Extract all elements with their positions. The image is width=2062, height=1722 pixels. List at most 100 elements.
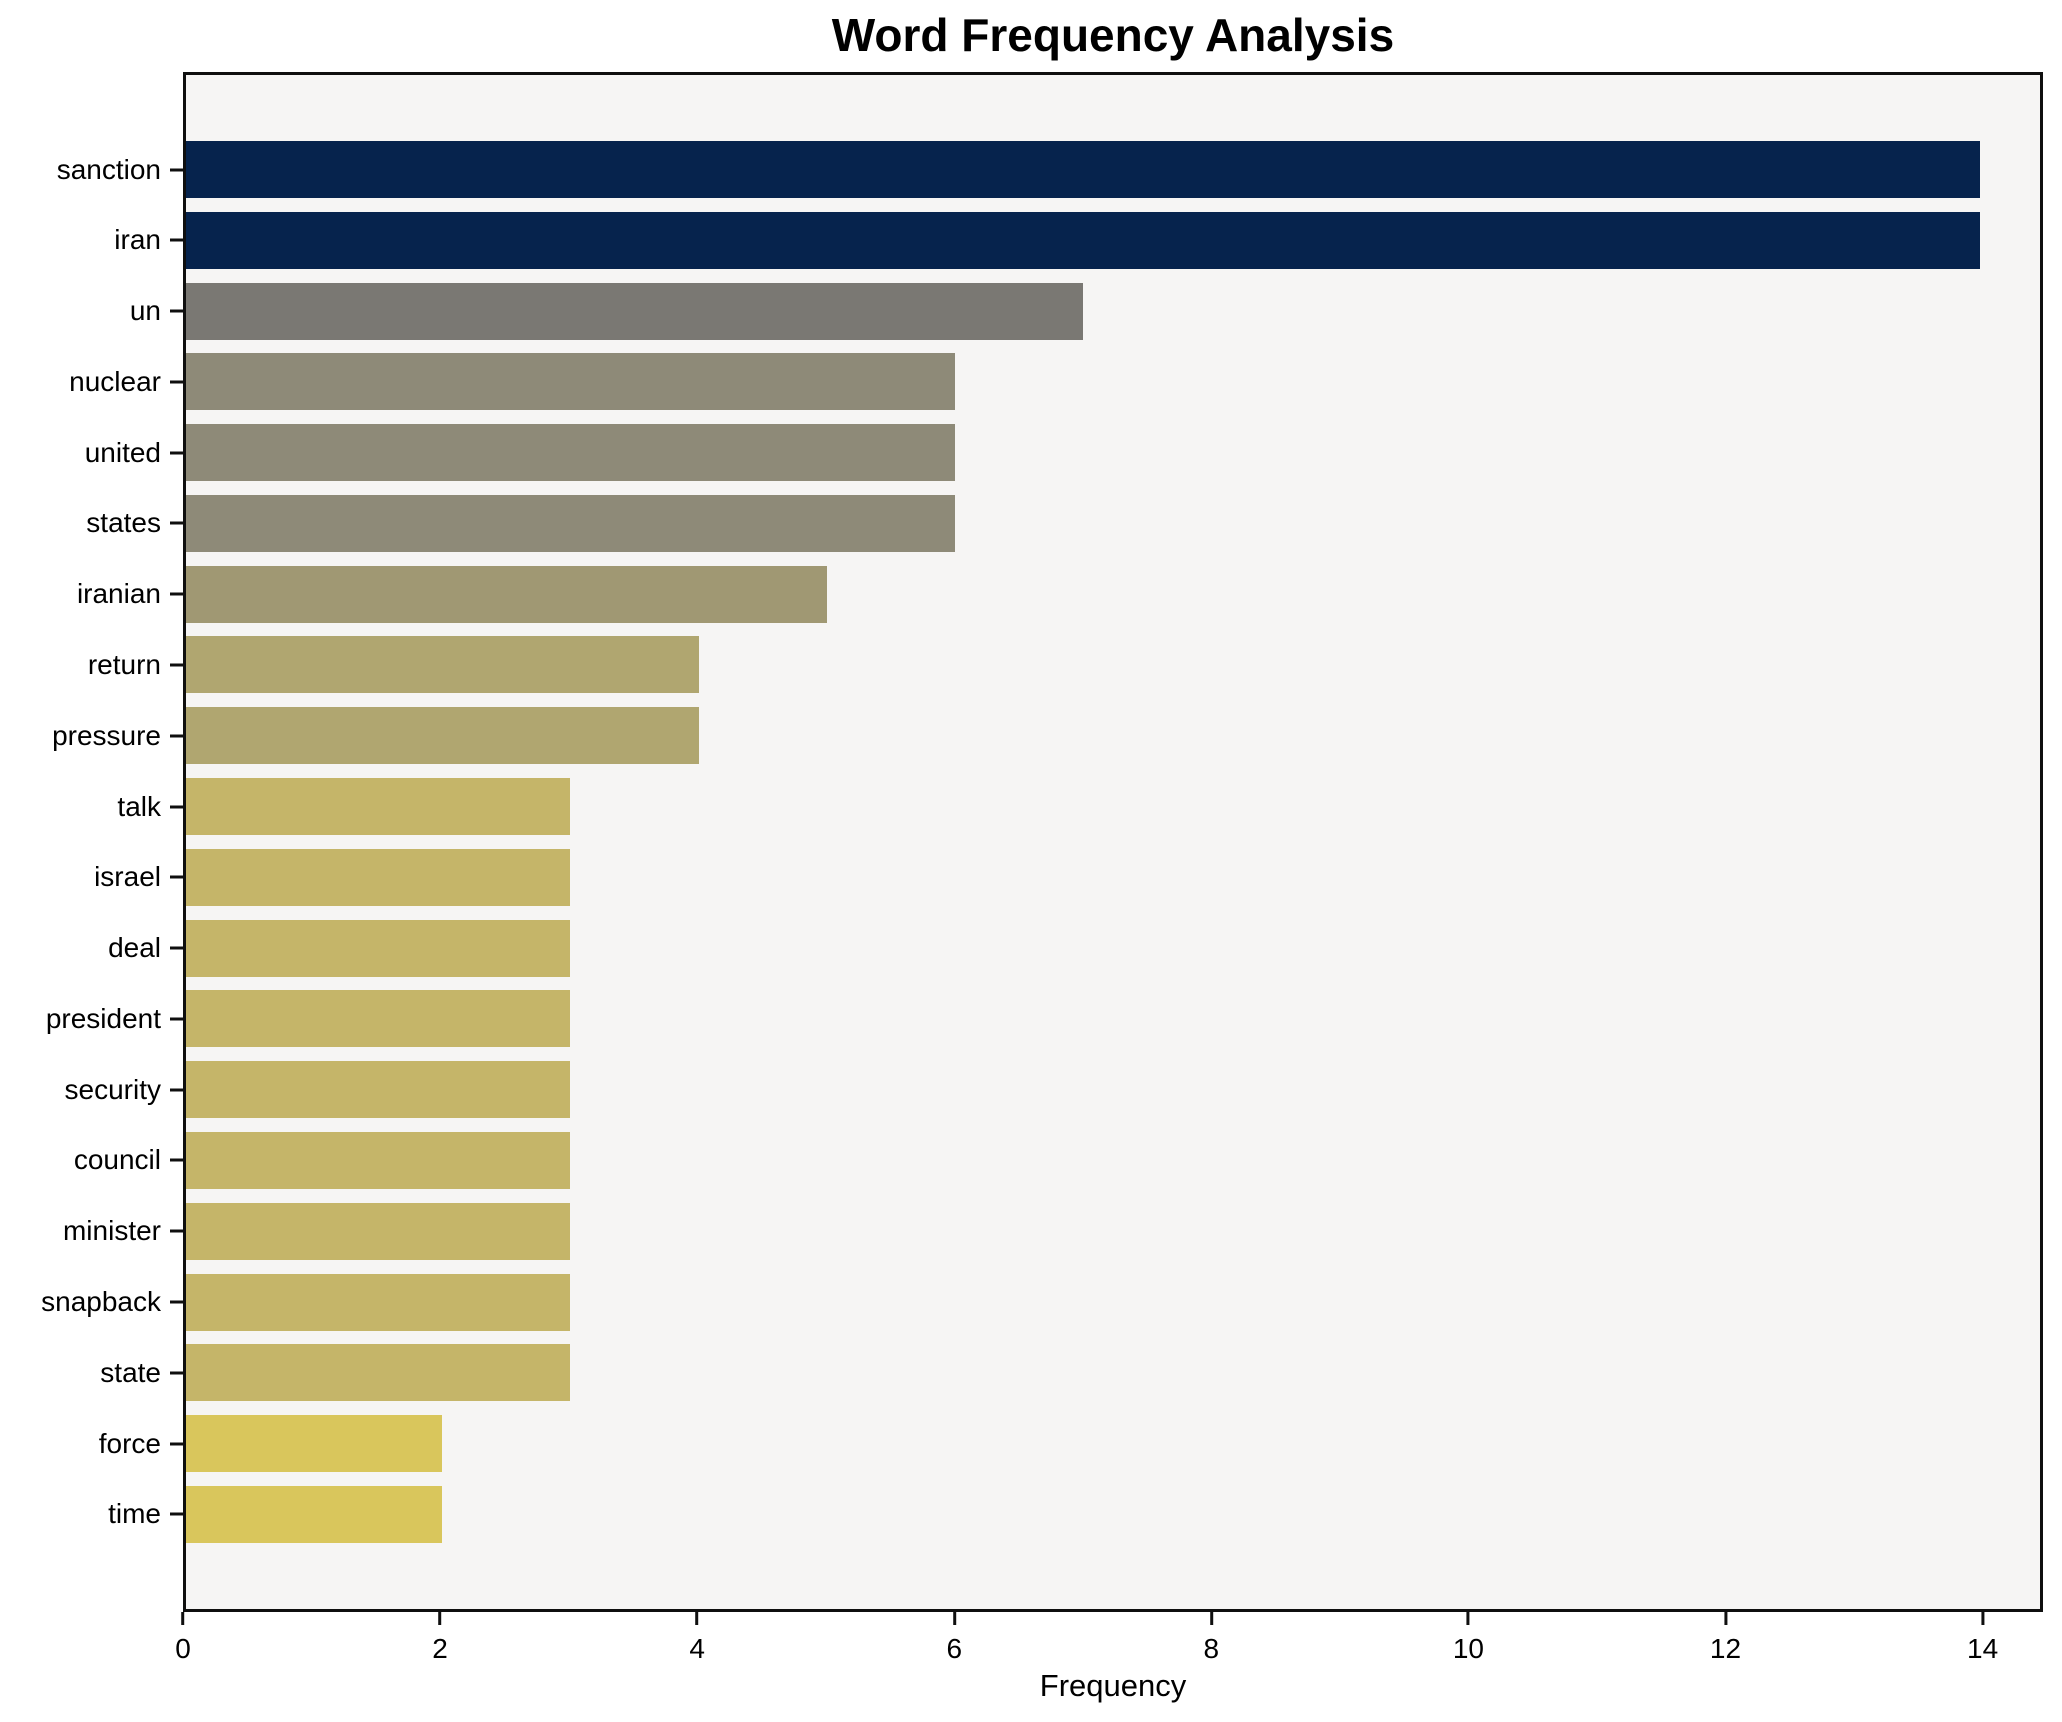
- y-tick-mark: [170, 380, 183, 384]
- frequency-bar: [186, 1061, 571, 1119]
- y-tick-mark: [170, 1088, 183, 1092]
- y-tick-mark: [170, 875, 183, 879]
- bar-row: united: [85, 424, 2040, 482]
- y-tick-mark: [170, 663, 183, 667]
- x-tick-mark: [1466, 1612, 1470, 1625]
- y-tick-mark: [170, 1017, 183, 1021]
- bar-row: snapback: [41, 1273, 2040, 1331]
- x-tick: 10: [1453, 1612, 1484, 1665]
- y-tick-label: return: [87, 648, 161, 680]
- bar-rows: sanction iran un nuclear united states iranian…: [41, 75, 2040, 1609]
- x-tick-label: 0: [175, 1633, 191, 1664]
- y-tick-label: time: [108, 1498, 161, 1530]
- x-tick: 14: [1967, 1612, 1998, 1665]
- frequency-bar: [186, 282, 1083, 340]
- bar-row: israel: [94, 848, 2040, 906]
- y-tick-mark: [170, 451, 183, 455]
- y-tick-mark: [170, 805, 183, 809]
- y-tick-mark: [170, 1442, 183, 1446]
- y-tick-label: security: [64, 1073, 161, 1105]
- frequency-bar: [186, 848, 571, 906]
- x-tick-mark: [952, 1612, 956, 1625]
- x-tick-label: 6: [946, 1633, 963, 1664]
- frequency-bar: [186, 990, 571, 1048]
- chart-title: Word Frequency Analysis: [831, 9, 1395, 61]
- frequency-bar: [186, 353, 955, 411]
- frequency-bar: [186, 1202, 571, 1260]
- bar-row: iran: [114, 211, 2040, 269]
- plot-area: sanction iran un nuclear united states iranian…: [41, 72, 2043, 1612]
- x-tick: 6: [946, 1612, 962, 1665]
- y-tick-label: deal: [108, 932, 161, 964]
- y-tick-label: president: [45, 1002, 161, 1034]
- bar-row: sanction: [57, 141, 2040, 198]
- bar-row: iranian: [77, 565, 2040, 623]
- bar-row: president: [46, 990, 2040, 1048]
- bar-row: minister: [63, 1202, 2040, 1260]
- frequency-bar: [186, 1485, 443, 1543]
- y-tick-mark: [170, 168, 183, 171]
- y-tick-label: states: [86, 507, 161, 539]
- bar-row: pressure: [52, 707, 2040, 765]
- x-tick: 12: [1710, 1612, 1741, 1665]
- frequency-bar: [186, 1415, 443, 1473]
- y-tick-label: force: [98, 1427, 161, 1459]
- x-tick-mark: [1209, 1612, 1213, 1625]
- y-tick-mark: [170, 592, 183, 596]
- x-tick-mark: [181, 1612, 185, 1625]
- frequency-bar: [186, 424, 955, 482]
- x-tick-label: 10: [1452, 1633, 1484, 1664]
- frequency-bar: [186, 919, 571, 977]
- bar-row: security: [65, 1061, 2040, 1119]
- y-tick-label: state: [100, 1356, 161, 1388]
- y-tick-mark: [170, 1300, 183, 1304]
- x-tick-label: 12: [1709, 1633, 1742, 1664]
- frequency-bar: [186, 707, 699, 765]
- bar-row: nuclear: [69, 353, 2040, 411]
- y-tick-mark: [170, 1512, 183, 1516]
- bar-row: state: [100, 1344, 2040, 1402]
- bar-row: un: [130, 282, 2040, 340]
- y-tick-label: nuclear: [69, 365, 161, 397]
- y-tick-label: council: [73, 1144, 161, 1176]
- frequency-bar: [186, 1131, 571, 1189]
- frequency-bar: [186, 141, 1980, 198]
- x-tick-label: 2: [432, 1633, 448, 1664]
- y-tick-mark: [170, 946, 183, 950]
- bar-row: time: [108, 1485, 2040, 1543]
- bar-row: talk: [117, 778, 2040, 836]
- y-tick-label: snapback: [41, 1286, 161, 1317]
- frequency-bar: [186, 1344, 571, 1402]
- bar-row: council: [74, 1131, 2040, 1189]
- x-tick-label: 14: [1967, 1633, 1999, 1664]
- y-tick-label: united: [84, 436, 161, 468]
- x-tick-label: 4: [689, 1633, 705, 1664]
- y-tick-label: sanction: [56, 153, 161, 185]
- y-tick-mark: [170, 1158, 183, 1162]
- bar-row: states: [86, 494, 2040, 552]
- y-tick-mark: [170, 734, 183, 738]
- y-tick-label: israel: [94, 861, 161, 893]
- x-tick-mark: [438, 1612, 442, 1625]
- x-axis: 0 2 4 6 8 10 12 14: [175, 1612, 2043, 1672]
- y-tick-mark: [170, 238, 183, 242]
- x-tick: 4: [689, 1612, 705, 1665]
- y-tick-mark: [170, 1229, 183, 1233]
- x-tick-label: 8: [1203, 1633, 1220, 1664]
- x-tick-mark: [1981, 1612, 1985, 1625]
- x-tick-mark: [1724, 1612, 1727, 1625]
- y-tick-label: talk: [117, 790, 161, 822]
- y-tick-label: iran: [114, 224, 161, 256]
- frequency-bar: [186, 565, 827, 623]
- bar-row: return: [88, 636, 2040, 694]
- y-tick-label: pressure: [52, 719, 161, 751]
- y-tick-label: minister: [62, 1215, 161, 1247]
- bar-row: deal: [108, 919, 2040, 977]
- y-tick-mark: [170, 309, 183, 313]
- x-tick: 2: [432, 1612, 448, 1665]
- frequency-bar: [186, 1273, 571, 1331]
- x-tick: 8: [1203, 1612, 1220, 1665]
- y-tick-mark: [170, 521, 183, 525]
- x-tick: 0: [175, 1612, 191, 1665]
